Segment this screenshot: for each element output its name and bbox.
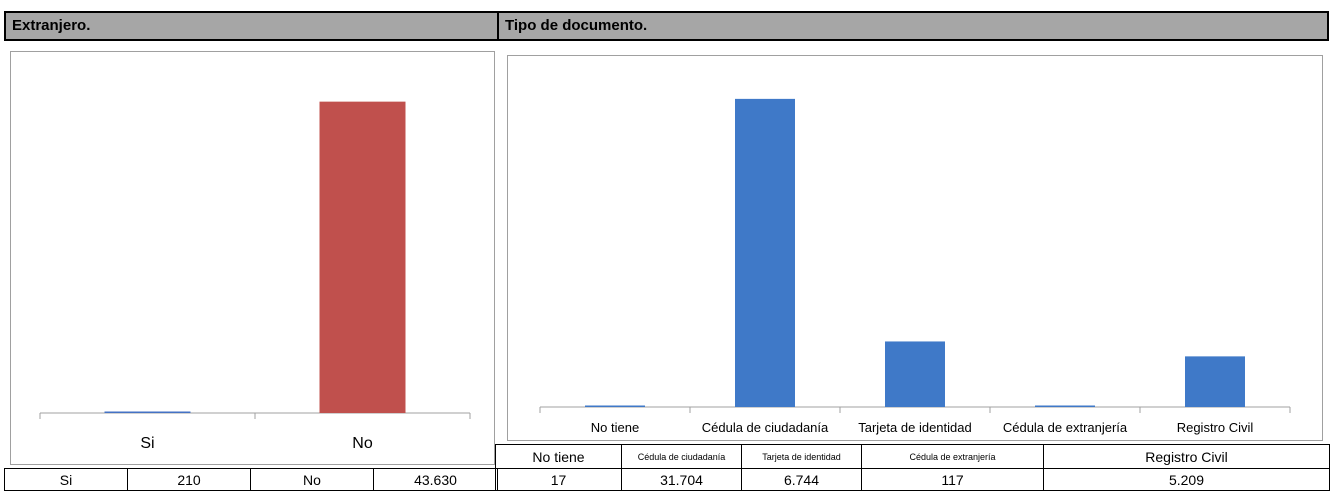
extranjero-header: Extranjero. bbox=[4, 11, 499, 41]
extranjero-chart-panel: Si No bbox=[10, 51, 495, 465]
tick-label-no-tiene: No tiene bbox=[591, 420, 639, 435]
extranjero-chart: Si No bbox=[39, 101, 471, 452]
tick-label-cedula-de-ciudadania: Cédula de ciudadanía bbox=[702, 420, 829, 435]
table-row: 17 31.704 6.744 117 5.209 bbox=[495, 468, 1330, 491]
bar-cedula-de-extranjeria bbox=[1035, 405, 1095, 407]
extranjero-title: Extranjero. bbox=[12, 17, 91, 34]
header-cedula-ciudadania: Cédula de ciudadanía bbox=[621, 444, 742, 469]
cell-no-value: 43.630 bbox=[373, 468, 498, 491]
tipo-documento-header: Tipo de documento. bbox=[497, 11, 1329, 41]
extranjero-table: Si 210 No 43.630 bbox=[4, 468, 498, 491]
header-registro-civil: Registro Civil bbox=[1043, 444, 1330, 469]
value-cedula-ciudadania: 31.704 bbox=[621, 468, 742, 491]
tipo-documento-chart-panel: No tiene Cédula de ciudadanía Tarjeta de i… bbox=[507, 55, 1323, 441]
tick-label-cedula-de-extranjeria: Cédula de extranjería bbox=[1003, 420, 1128, 435]
value-registro-civil: 5.209 bbox=[1043, 468, 1330, 491]
tipo-documento-title: Tipo de documento. bbox=[505, 17, 648, 34]
value-no-tiene: 17 bbox=[495, 468, 622, 491]
value-tarjeta-identidad: 6.744 bbox=[741, 468, 862, 491]
bar-registro-civil bbox=[1185, 356, 1245, 407]
cell-si-value: 210 bbox=[127, 468, 251, 491]
bar-si bbox=[104, 411, 191, 413]
tipo-documento-chart: No tiene Cédula de ciudadanía Tarjeta de i… bbox=[539, 98, 1291, 435]
value-cedula-extranjeria: 117 bbox=[861, 468, 1044, 491]
header-tarjeta-identidad: Tarjeta de identidad bbox=[741, 444, 862, 469]
header-no-tiene: No tiene bbox=[495, 444, 622, 469]
cell-no-label: No bbox=[250, 468, 374, 491]
table-row: Si 210 No 43.630 bbox=[4, 468, 498, 491]
tick-label-si: Si bbox=[140, 435, 154, 452]
table-header-row: No tiene Cédula de ciudadanía Tarjeta de… bbox=[495, 444, 1330, 469]
bar-cedula-de-ciudadania bbox=[735, 98, 795, 407]
bar-no bbox=[319, 101, 406, 414]
tick-label-no: No bbox=[352, 435, 373, 452]
header-cedula-extranjeria: Cédula de extranjería bbox=[861, 444, 1044, 469]
bar-no-tiene bbox=[585, 405, 645, 407]
tipo-documento-table: No tiene Cédula de ciudadanía Tarjeta de… bbox=[495, 444, 1330, 491]
bar-tarjeta-de-identidad bbox=[885, 341, 945, 407]
tick-label-registro-civil: Registro Civil bbox=[1177, 420, 1254, 435]
cell-si-label: Si bbox=[4, 468, 128, 491]
tick-label-tarjeta-de-identidad: Tarjeta de identidad bbox=[858, 420, 971, 435]
